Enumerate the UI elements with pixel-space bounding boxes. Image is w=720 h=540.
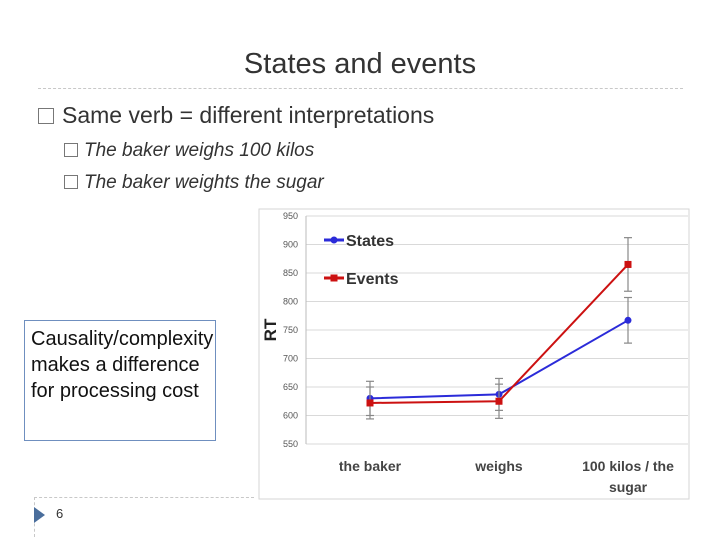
y-tick-label: 600 (283, 411, 298, 421)
sub-bullet-1: The baker weighs 100 kilos (64, 140, 314, 162)
legend-label: States (346, 233, 394, 250)
y-axis-label: RT (261, 318, 280, 341)
y-tick-label: 900 (283, 240, 298, 250)
legend-label: Events (346, 271, 399, 288)
y-tick-label: 850 (283, 268, 298, 278)
x-tick-label: the baker (339, 458, 402, 474)
x-tick-label: weighs (474, 458, 523, 474)
legend-marker (330, 236, 338, 244)
x-tick-label: sugar (609, 479, 648, 495)
data-point-events (366, 399, 374, 407)
sub-bullet-2: The baker weights the sugar (64, 172, 324, 194)
bullet-box-icon (64, 143, 78, 157)
x-tick-label: 100 kilos / the (582, 458, 674, 474)
bullet-main: Same verb = different interpretations (38, 102, 434, 129)
legend-marker (330, 274, 338, 282)
y-tick-label: 800 (283, 297, 298, 307)
data-point-events (624, 260, 632, 268)
slide-title: States and events (243, 48, 477, 80)
callout-box: Causality/complexity makes a difference … (24, 320, 216, 441)
y-tick-label: 550 (283, 439, 298, 449)
chart-frame (258, 208, 690, 500)
footer-divider (34, 497, 254, 498)
bullet-box-icon (38, 108, 54, 124)
y-tick-label: 650 (283, 382, 298, 392)
data-point-states (624, 316, 632, 324)
y-tick-label: 700 (283, 354, 298, 364)
page-number: 6 (56, 506, 64, 521)
y-tick-label: 950 (283, 211, 298, 221)
bullet-box-icon (64, 175, 78, 189)
rt-line-chart: 550 600 650 700 750 800 850 900 950 RT the baker we… (258, 208, 690, 500)
title-divider (38, 88, 683, 89)
page-arrow-icon (34, 507, 45, 523)
data-point-events (495, 397, 503, 405)
y-tick-label: 750 (283, 325, 298, 335)
